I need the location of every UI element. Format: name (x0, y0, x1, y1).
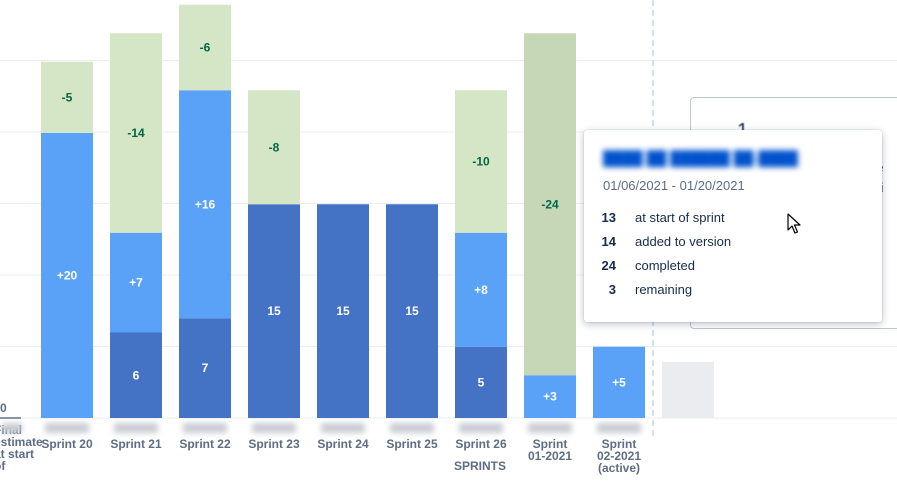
bar-remaining (317, 204, 369, 418)
x-tick-label: Sprint 24 (317, 437, 369, 451)
bar-remaining-label: 7 (202, 361, 209, 375)
bar-added-label: +20 (57, 269, 78, 283)
tooltip-value: 14 (601, 234, 616, 249)
bar-added-label: +3 (543, 390, 557, 404)
forecast-placeholder-bar (662, 362, 714, 418)
bar-remaining (179, 318, 231, 418)
bar-completed (248, 90, 300, 205)
bar-completed-label: -10 (472, 155, 490, 169)
left-axis-label: estimate (0, 435, 43, 449)
bar-added (179, 90, 231, 319)
bar-remaining-label: 5 (478, 375, 485, 389)
bar-remaining-label: 15 (267, 304, 281, 318)
redacted-sprint-id (252, 423, 296, 433)
redacted-sprint-id (114, 423, 158, 433)
sprint-tooltip: ████ ██ ██████ ██-████ 01/06/2021 - 01/2… (584, 130, 882, 322)
bar-remaining-label: 6 (133, 368, 140, 382)
x-tick-label: Sprint 23 (248, 437, 300, 451)
x-tick-label: 01-2021 (528, 449, 572, 463)
bar-completed-label: -24 (541, 197, 559, 211)
bar-completed (455, 90, 507, 233)
bar-completed (524, 33, 576, 376)
tooltip-label: added to version (635, 234, 732, 249)
bar-completed-label: -6 (200, 41, 211, 55)
bar-added-label: +7 (129, 276, 143, 290)
bar-completed (110, 33, 162, 233)
tooltip-label: at start of sprint (635, 210, 725, 225)
redacted-sprint-id (183, 423, 227, 433)
bar-completed-label: -5 (62, 90, 73, 104)
bar-added (593, 346, 645, 418)
redacted-sprint-id (459, 423, 503, 433)
tooltip-value: 13 (601, 210, 616, 225)
redacted-sprint-id (390, 423, 434, 433)
x-axis-title: SPRINTS (454, 459, 506, 473)
redacted-sprint-id (45, 423, 89, 433)
x-tick-label: Sprint 26 (455, 437, 507, 451)
x-tick-label: Sprint (533, 437, 568, 451)
x-tick-label: Sprint 22 (179, 437, 231, 451)
bar-remaining (386, 204, 438, 418)
x-tick-label: 02-2021 (597, 449, 641, 463)
bar-added (41, 133, 93, 418)
bar-added-label: +5 (612, 375, 626, 389)
tooltip-row-start: 13 at start of sprint (584, 210, 874, 230)
left-zero-label: 0 (0, 401, 7, 415)
tooltip-value: 24 (601, 258, 616, 273)
tooltip-title-redacted: ████ ██ ██████ ██-████ (603, 150, 798, 166)
redacted-sprint-id (321, 423, 365, 433)
bar-added-label: +16 (195, 197, 216, 211)
x-tick-label: Sprint 21 (110, 437, 162, 451)
mouse-cursor-icon (787, 213, 801, 234)
x-tick-label: Sprint 20 (41, 437, 93, 451)
bar-remaining (248, 204, 300, 418)
bar-remaining (110, 332, 162, 418)
tooltip-value: 3 (608, 282, 616, 297)
bar-added-label: +8 (474, 283, 488, 297)
left-axis-label: of (0, 459, 6, 473)
bar-completed (179, 4, 231, 91)
redacted-sprint-id (528, 423, 572, 433)
tooltip-row-completed: 24 completed (584, 258, 874, 278)
tooltip-dates: 01/06/2021 - 01/20/2021 (603, 178, 745, 193)
bar-remaining-label: 15 (405, 304, 419, 318)
x-tick-label: Sprint (602, 437, 637, 451)
tooltip-label: remaining (635, 282, 693, 297)
tooltip-row-added: 14 added to version (584, 234, 874, 254)
tooltip-row-remaining: 3 remaining (584, 282, 874, 302)
bar-added (110, 232, 162, 333)
bar-added (524, 375, 576, 418)
bar-remaining-label: 15 (336, 304, 350, 318)
bar-completed-label: -8 (269, 140, 280, 154)
redacted-sprint-id (597, 423, 641, 433)
bar-remaining (455, 346, 507, 418)
bar-completed (41, 61, 93, 133)
bar-completed-label: -14 (127, 126, 145, 140)
bar-added (455, 232, 507, 347)
tooltip-label: completed (635, 258, 695, 273)
left-axis-label: at start (0, 447, 34, 461)
x-tick-label: Sprint 25 (386, 437, 438, 451)
redacted-left-id (2, 423, 22, 433)
x-tick-label: (active) (598, 461, 640, 475)
